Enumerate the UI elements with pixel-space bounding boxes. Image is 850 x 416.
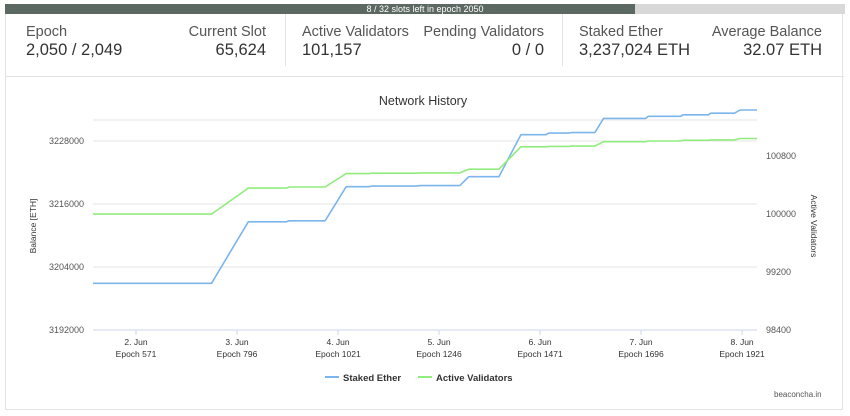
chart-legend: Staked Ether Active Validators [325,373,513,384]
stat-active-validators: Active Validators 101,157 [302,24,409,60]
stat-divider [285,14,286,66]
y-axis-left: 3192000 3204000 3216000 3228000 [49,136,84,335]
x-tick-date: 2. Jun [124,337,147,347]
stat-current-slot-label: Current Slot [188,24,266,40]
epoch-progress-fill [5,4,635,14]
x-tick-epoch: Epoch 571 [116,349,157,359]
stat-active-validators-label: Active Validators [302,24,409,40]
legend-label: Active Validators [436,373,513,384]
stat-active-validators-value: 101,157 [302,41,362,59]
stat-pending-validators-label: Pending Validators [423,24,544,40]
y-tick-label: 3216000 [49,199,84,209]
epoch-progress-text: 8 / 32 slots left in epoch 2050 [366,4,484,14]
chart-title: Network History [379,94,468,108]
x-tick-date: 7. Jun [629,337,652,347]
stat-average-balance: Average Balance 32.07 ETH [712,24,822,60]
epoch-progress-bar: 8 / 32 slots left in epoch 2050 [5,4,845,14]
x-tick-date: 5. Jun [427,337,450,347]
network-card: Epoch 2,050 / 2,049 Current Slot 65,624 … [5,14,844,410]
x-tick-epoch: Epoch 796 [217,349,258,359]
x-tick-date: 3. Jun [225,337,248,347]
stat-pending-validators: Pending Validators 0 / 0 [423,24,544,60]
x-tick-date: 6. Jun [528,337,551,347]
stat-staked-ether-value: 3,237,024 ETH [579,41,690,59]
series-line-active-validators [93,137,757,215]
y-axis-right: 98400 99200 100000 100800 [766,151,796,335]
credits: beaconcha.in [774,390,822,399]
x-axis: 2. Jun Epoch 571 3. Jun Epoch 796 4. Jun Epoc… [93,329,765,359]
y2-tick-label: 100000 [766,209,796,219]
y-tick-label: 3192000 [49,325,84,335]
y2-axis-label: Active Validators [809,195,819,258]
x-tick-date: 8. Jun [731,337,754,347]
y-tick-label: 3228000 [49,136,84,146]
y2-tick-label: 100800 [766,151,796,161]
x-tick-epoch: Epoch 1021 [315,349,361,359]
stat-current-slot: Current Slot 65,624 [189,24,266,60]
x-tick-epoch: Epoch 1246 [416,349,462,359]
stat-staked-ether-label: Staked Ether [579,24,663,40]
stat-current-slot-value: 65,624 [215,41,266,59]
y-axis-label: Balance [ETH] [28,199,38,254]
chart-grid [93,119,757,331]
y2-tick-label: 99200 [766,267,791,277]
x-tick-date: 4. Jun [326,337,349,347]
stat-epoch-label: Epoch [26,24,68,40]
stats-bar: Epoch 2,050 / 2,049 Current Slot 65,624 … [6,14,844,77]
stat-average-balance-label: Average Balance [711,24,822,40]
stat-epoch-value: 2,050 / 2,049 [26,41,123,59]
x-tick-epoch: Epoch 1471 [517,349,563,359]
stat-pending-validators-value: 0 / 0 [511,41,544,59]
chart-series [93,109,757,285]
series-line-staked-ether [93,109,757,285]
x-tick-epoch: Epoch 1696 [618,349,664,359]
y2-tick-label: 98400 [766,325,791,335]
stat-divider [562,14,563,66]
stat-average-balance-value: 32.07 ETH [743,41,822,59]
stat-staked-ether: Staked Ether 3,237,024 ETH [579,24,690,60]
legend-label: Staked Ether [343,373,401,384]
x-tick-epoch: Epoch 1921 [719,349,765,359]
stat-epoch: Epoch 2,050 / 2,049 [26,24,122,60]
y-tick-label: 3204000 [49,262,84,272]
